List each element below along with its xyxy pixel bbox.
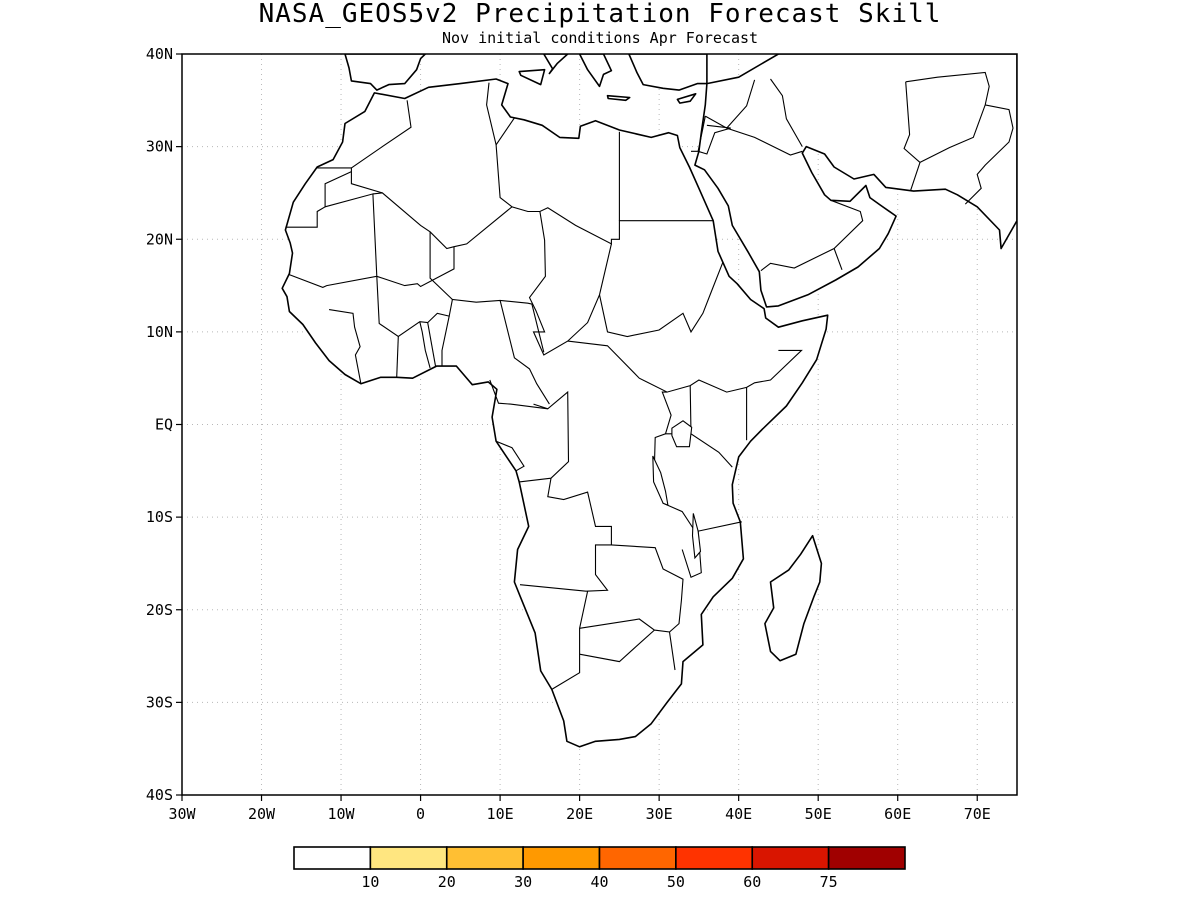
country-border xyxy=(905,71,990,163)
country-border xyxy=(833,248,843,270)
colorbar-swatch xyxy=(675,846,754,870)
country-border xyxy=(329,309,362,384)
colorbar-label: 60 xyxy=(743,873,761,891)
map-plot-area xyxy=(182,54,1071,795)
colorbar-label: 20 xyxy=(438,873,456,891)
lon-tick-label: 10E xyxy=(487,805,514,823)
land-fill xyxy=(1055,334,1071,368)
coastline xyxy=(764,534,823,662)
country-border xyxy=(288,193,378,288)
lon-tick-label: 30E xyxy=(646,805,673,823)
country-border xyxy=(697,124,731,155)
country-border xyxy=(495,117,515,146)
lake-outline xyxy=(652,455,669,506)
lat-tick-label: 10N xyxy=(146,323,173,341)
lon-tick-label: 50E xyxy=(805,805,832,823)
colorbar-swatch xyxy=(445,846,524,870)
lat-tick-label: 20N xyxy=(146,230,173,248)
country-border xyxy=(689,385,733,468)
lake-outline xyxy=(671,420,693,448)
coastline xyxy=(628,54,708,91)
lon-tick-label: 40E xyxy=(725,805,752,823)
country-border xyxy=(285,171,352,228)
colorbar-swatch xyxy=(293,846,372,870)
colorbar-swatch xyxy=(598,846,677,870)
coastline-layer xyxy=(281,54,1071,748)
country-border xyxy=(611,544,684,633)
colorbar-swatch xyxy=(827,846,906,870)
coastline xyxy=(676,93,697,104)
lon-tick-label: 60E xyxy=(884,805,911,823)
lake-outline xyxy=(691,513,702,560)
country-border xyxy=(495,440,525,472)
country-border xyxy=(351,100,412,169)
country-border xyxy=(691,115,706,152)
country-border xyxy=(427,322,437,368)
country-borders xyxy=(285,71,1014,690)
country-border xyxy=(598,262,724,338)
lon-tick-label: 10W xyxy=(328,805,356,823)
lon-tick-label: 20E xyxy=(566,805,593,823)
lat-tick-label: 20S xyxy=(146,601,173,619)
colorbar-swatch xyxy=(522,846,601,870)
country-border xyxy=(372,192,383,195)
country-border xyxy=(429,231,453,300)
coastline xyxy=(543,54,569,75)
country-border xyxy=(419,321,431,369)
coastline xyxy=(578,54,613,88)
figure-subtitle: Nov initial conditions Apr Forecast xyxy=(442,29,758,47)
coastline xyxy=(344,54,427,91)
coastline xyxy=(1055,334,1071,368)
country-border xyxy=(489,379,548,410)
colorbar-label: 75 xyxy=(820,873,838,891)
lon-tick-label: 20W xyxy=(248,805,276,823)
country-border xyxy=(441,315,450,367)
latitude-axis: 40N 30N 20N 10N EQ 10S 20S 30S 40S xyxy=(146,45,182,804)
coastline xyxy=(606,94,631,102)
country-border xyxy=(519,478,612,592)
lat-tick-label: 40S xyxy=(146,786,173,804)
lat-tick-label: EQ xyxy=(155,416,173,434)
colorbar-label: 40 xyxy=(590,873,608,891)
lat-tick-label: 30S xyxy=(146,693,173,711)
lon-tick-label: 30W xyxy=(168,805,196,823)
country-border xyxy=(396,336,399,378)
country-border xyxy=(705,115,803,156)
colorbar: 10 20 30 40 50 60 75 xyxy=(293,846,906,891)
coastline xyxy=(694,54,1017,308)
coastline xyxy=(518,68,546,86)
country-border xyxy=(770,78,803,147)
figure-title: NASA_GEOS5v2 Precipitation Forecast Skil… xyxy=(259,0,942,29)
colorbar-swatch xyxy=(751,846,830,870)
country-border xyxy=(653,391,672,467)
country-border xyxy=(567,340,803,393)
lat-tick-label: 30N xyxy=(146,138,173,156)
colorbar-label: 30 xyxy=(514,873,532,891)
colorbar-label: 50 xyxy=(667,873,685,891)
country-border xyxy=(964,104,1014,205)
lat-tick-label: 10S xyxy=(146,508,173,526)
lon-tick-label: 0 xyxy=(416,805,425,823)
colorbar-swatch xyxy=(369,846,448,870)
coastline xyxy=(281,78,829,748)
country-border xyxy=(376,246,455,288)
country-border xyxy=(726,79,756,129)
country-border xyxy=(579,629,655,663)
country-border xyxy=(499,300,550,405)
country-border xyxy=(528,211,612,356)
lon-tick-label: 70E xyxy=(964,805,991,823)
colorbar-label: 10 xyxy=(361,873,379,891)
longitude-axis: 30W 20W 10W 0 10E 20E 30E 40E 50E 60E 70E xyxy=(168,795,991,823)
country-border xyxy=(903,81,921,192)
lat-tick-label: 40N xyxy=(146,45,173,63)
